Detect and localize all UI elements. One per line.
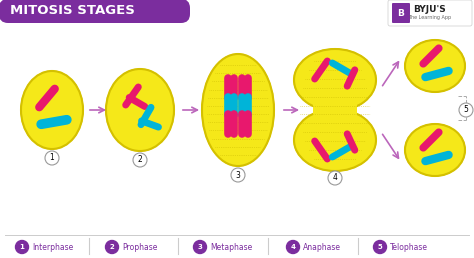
FancyBboxPatch shape (388, 0, 472, 26)
FancyBboxPatch shape (313, 100, 357, 120)
FancyBboxPatch shape (392, 3, 410, 23)
Circle shape (45, 151, 59, 165)
Text: 3: 3 (198, 244, 202, 250)
Circle shape (459, 103, 473, 117)
Text: 2: 2 (109, 244, 114, 250)
Text: MITOSIS STAGES: MITOSIS STAGES (10, 4, 135, 18)
Text: 1: 1 (50, 154, 55, 163)
Circle shape (328, 171, 342, 185)
Text: 4: 4 (333, 173, 337, 182)
Circle shape (231, 168, 245, 182)
Text: 4: 4 (291, 244, 295, 250)
Text: Anaphase: Anaphase (303, 243, 341, 252)
Text: Interphase: Interphase (32, 243, 73, 252)
Ellipse shape (294, 49, 376, 111)
Text: 3: 3 (236, 171, 240, 180)
Text: Telophase: Telophase (390, 243, 428, 252)
Text: 1: 1 (19, 244, 25, 250)
Circle shape (16, 240, 28, 254)
Ellipse shape (106, 69, 174, 151)
Ellipse shape (21, 71, 83, 149)
Circle shape (106, 240, 118, 254)
Text: 5: 5 (378, 244, 383, 250)
FancyBboxPatch shape (0, 0, 190, 23)
Text: Prophase: Prophase (122, 243, 157, 252)
Ellipse shape (294, 109, 376, 171)
Circle shape (133, 153, 147, 167)
Text: The Learning App: The Learning App (409, 15, 452, 20)
Ellipse shape (405, 124, 465, 176)
Text: 2: 2 (137, 156, 142, 165)
Circle shape (374, 240, 386, 254)
Text: B: B (398, 9, 404, 18)
Ellipse shape (405, 40, 465, 92)
Circle shape (193, 240, 207, 254)
Ellipse shape (202, 54, 274, 166)
Text: Metaphase: Metaphase (210, 243, 252, 252)
Text: 5: 5 (464, 106, 468, 115)
Text: BYJU'S: BYJU'S (414, 5, 447, 14)
Circle shape (286, 240, 300, 254)
